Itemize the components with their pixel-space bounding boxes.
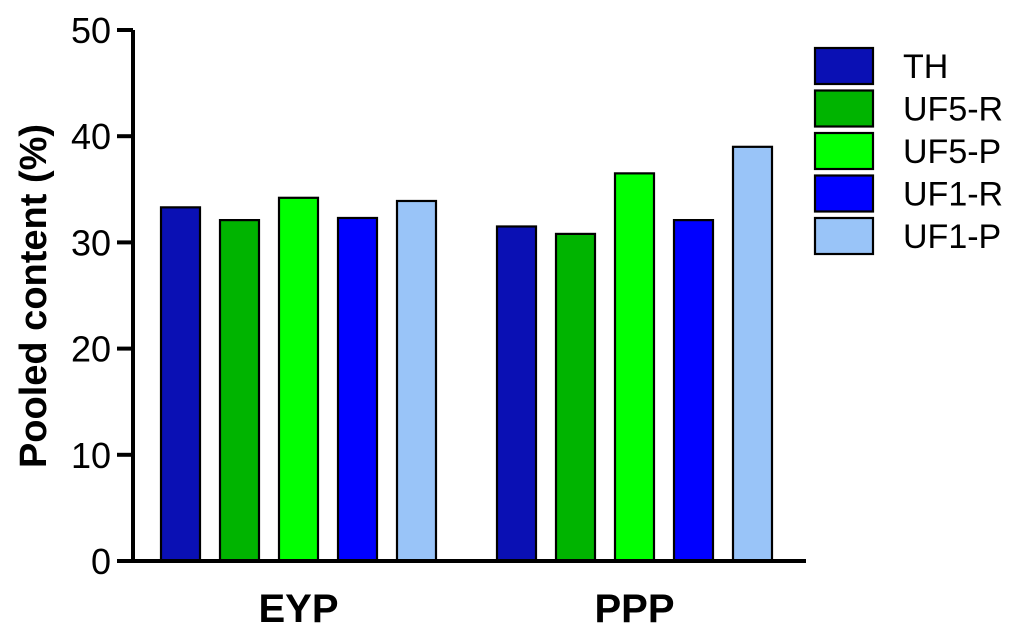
bars-group — [159, 145, 774, 563]
y-tick-label-50: 50 — [71, 10, 111, 51]
legend-swatch-uf1-r — [813, 174, 875, 213]
bar-eyp-uf1-p — [395, 199, 438, 563]
legend-label-uf5-p: UF5-P — [903, 133, 1001, 171]
legend-label-th: TH — [903, 48, 948, 86]
y-axis-title: Pooled content (%) — [13, 124, 55, 468]
y-tick-label-10: 10 — [71, 435, 111, 476]
y-tick-label-20: 20 — [71, 329, 111, 370]
legend-swatch-th — [813, 46, 875, 86]
legend-swatch-uf5-p — [813, 131, 875, 171]
legend-label-uf1-p: UF1-P — [903, 218, 1001, 256]
y-tick-label-40: 40 — [71, 116, 111, 157]
y-tick-label-30: 30 — [71, 222, 111, 263]
bar-ppp-uf1-p — [731, 145, 774, 563]
legend-label-uf5-r: UF5-R — [903, 91, 1003, 129]
bar-ppp-th — [495, 225, 538, 563]
x-tick-label-eyp: EYP — [258, 587, 338, 631]
axes-group: EYP PPP 0 10 20 30 40 50 — [71, 10, 806, 631]
legend-label-uf1-r: UF1-R — [903, 176, 1003, 214]
legend: TH UF5-R UF5-P UF1-R UF1-P — [813, 46, 1003, 256]
bar-eyp-uf5-r — [218, 218, 261, 563]
x-tick-label-ppp: PPP — [594, 587, 674, 631]
bar-ppp-uf1-r — [672, 218, 715, 563]
y-tick-label-0: 0 — [91, 541, 111, 582]
bar-eyp-uf5-p — [277, 196, 320, 563]
bar-ppp-uf5-r — [554, 232, 597, 563]
bar-eyp-th — [159, 206, 202, 563]
bar-ppp-uf5-p — [613, 172, 656, 563]
legend-swatch-uf5-r — [813, 89, 875, 128]
legend-swatch-uf1-p — [813, 216, 875, 256]
bar-eyp-uf1-r — [336, 216, 379, 563]
